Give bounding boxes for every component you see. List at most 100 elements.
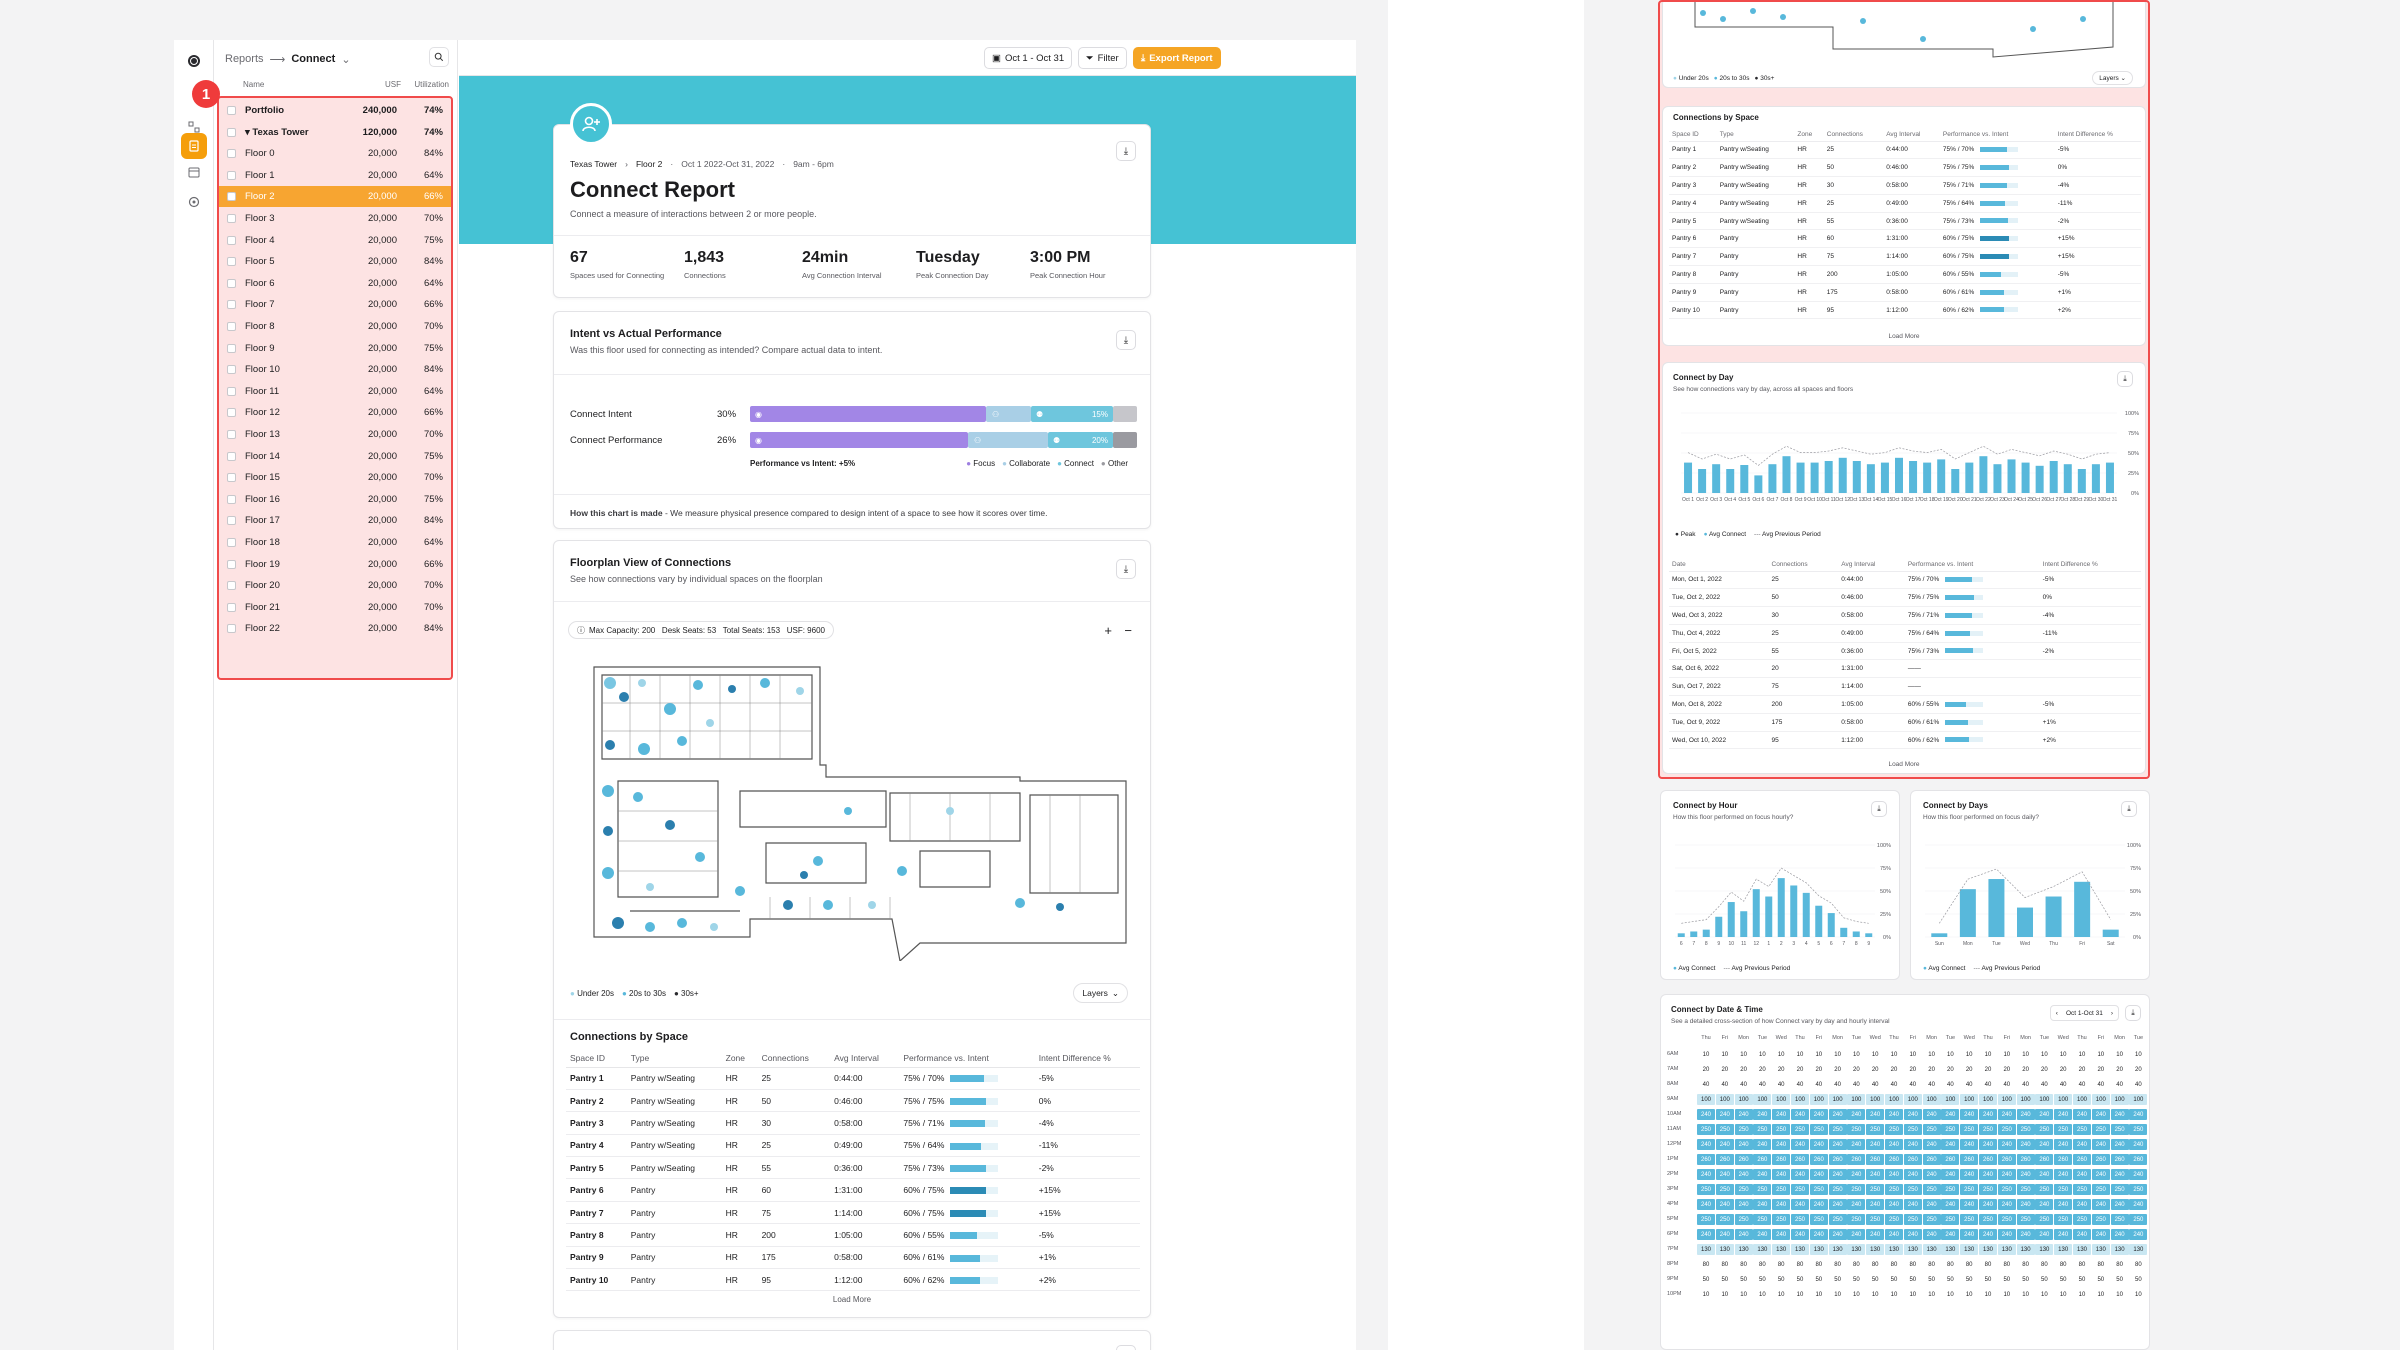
heat-cell[interactable]: 250 [1753, 1184, 1772, 1195]
heat-cell[interactable]: 250 [2091, 1124, 2110, 1135]
tree-checkbox[interactable] [227, 581, 236, 591]
heat-cell[interactable]: 40 [1997, 1079, 2016, 1090]
tree-checkbox[interactable] [227, 300, 236, 310]
heat-cell[interactable]: 20 [1922, 1064, 1941, 1075]
heat-cell[interactable]: 260 [1885, 1154, 1903, 1165]
heat-cell[interactable]: 40 [2129, 1079, 2148, 1090]
heat-cell[interactable]: 240 [1903, 1199, 1922, 1210]
heat-cell[interactable]: 250 [1734, 1214, 1753, 1225]
heat-cell[interactable]: 240 [1941, 1199, 1960, 1210]
heat-cell[interactable]: 240 [1715, 1139, 1734, 1150]
heat-cell[interactable]: 40 [2110, 1079, 2129, 1090]
heat-cell[interactable]: 10 [2054, 1049, 2073, 1060]
heat-cell[interactable]: 250 [1828, 1184, 1847, 1195]
heat-cell[interactable]: 240 [2073, 1229, 2091, 1240]
heat-cell[interactable]: 100 [1697, 1094, 1715, 1105]
tree-checkbox[interactable] [227, 559, 236, 569]
download-button[interactable]: ⤓ [2117, 371, 2133, 387]
heat-cell[interactable]: 10 [1885, 1289, 1903, 1300]
heat-cell[interactable]: 240 [1960, 1139, 1979, 1150]
heat-cell[interactable]: 50 [2073, 1274, 2091, 1285]
search-button[interactable] [429, 47, 449, 67]
column-header[interactable]: Avg Interval [1883, 129, 1940, 142]
heat-cell[interactable]: 240 [1960, 1109, 1979, 1120]
heat-cell[interactable]: 250 [1734, 1124, 1753, 1135]
heat-cell[interactable]: 20 [1847, 1064, 1866, 1075]
heat-cell[interactable]: 50 [2110, 1274, 2129, 1285]
tree-item[interactable]: Floor 20 20,000 70% [219, 575, 451, 596]
heat-cell[interactable]: 240 [1960, 1229, 1979, 1240]
heat-cell[interactable]: 130 [1697, 1244, 1715, 1255]
heat-cell[interactable]: 100 [1885, 1094, 1903, 1105]
heat-cell[interactable]: 240 [1866, 1199, 1885, 1210]
heat-cell[interactable]: 20 [2016, 1064, 2035, 1075]
heat-cell[interactable]: 80 [2054, 1259, 2073, 1270]
heat-cell[interactable]: 240 [2016, 1109, 2035, 1120]
table-row[interactable]: Pantry 3 Pantry w/Seating HR 30 0:58:00 75% /… [566, 1111, 1140, 1135]
heat-cell[interactable]: 250 [1922, 1124, 1941, 1135]
heat-cell[interactable]: 250 [1903, 1124, 1922, 1135]
heat-cell[interactable]: 260 [2073, 1154, 2091, 1165]
heat-cell[interactable]: 240 [2091, 1199, 2110, 1210]
heat-cell[interactable]: 240 [2110, 1229, 2129, 1240]
zoom-out-button[interactable]: − [1124, 623, 1132, 638]
table-row[interactable]: Pantry 6 Pantry HR 60 1:31:00 60% / 75% +15% [1669, 229, 2141, 249]
download-button[interactable]: ⤓ [1116, 330, 1136, 350]
heat-cell[interactable]: 260 [1697, 1154, 1715, 1165]
chevron-left-icon[interactable]: ‹ [2055, 1009, 2058, 1017]
heat-cell[interactable]: 250 [1753, 1214, 1772, 1225]
download-button[interactable]: ⤓ [1871, 801, 1887, 817]
heat-cell[interactable]: 40 [1715, 1079, 1734, 1090]
tree-item[interactable]: ▾ Texas Tower 120,000 74% [219, 122, 451, 143]
heat-cell[interactable]: 260 [1941, 1154, 1960, 1165]
chevron-down-icon[interactable]: ⌄ [341, 53, 351, 66]
heat-cell[interactable]: 10 [2129, 1049, 2148, 1060]
heat-cell[interactable]: 250 [1885, 1214, 1903, 1225]
heat-cell[interactable]: 250 [1847, 1124, 1866, 1135]
tree-checkbox[interactable] [227, 473, 236, 483]
heat-cell[interactable]: 260 [1960, 1154, 1979, 1165]
heat-cell[interactable]: 130 [1734, 1244, 1753, 1255]
heat-cell[interactable]: 240 [2054, 1199, 2073, 1210]
heat-cell[interactable]: 130 [1997, 1244, 2016, 1255]
heat-cell[interactable]: 130 [1922, 1244, 1941, 1255]
heat-cell[interactable]: 10 [2110, 1049, 2129, 1060]
heat-cell[interactable]: 240 [1828, 1229, 1847, 1240]
heat-cell[interactable]: 40 [1922, 1079, 1941, 1090]
heat-cell[interactable]: 10 [1828, 1289, 1847, 1300]
heat-cell[interactable]: 10 [1903, 1289, 1922, 1300]
heat-cell[interactable]: 240 [2035, 1229, 2054, 1240]
tree-checkbox[interactable] [227, 516, 236, 526]
heat-cell[interactable]: 250 [2054, 1124, 2073, 1135]
heat-cell[interactable]: 240 [1809, 1199, 1828, 1210]
heat-cell[interactable]: 10 [1960, 1049, 1979, 1060]
column-header[interactable]: Type [1716, 129, 1795, 142]
column-header[interactable]: Avg Interval [1838, 559, 1905, 572]
heat-cell[interactable]: 80 [2035, 1259, 2054, 1270]
heat-cell[interactable]: 10 [1866, 1289, 1885, 1300]
heat-cell[interactable]: 100 [1847, 1094, 1866, 1105]
heat-cell[interactable]: 240 [1772, 1229, 1791, 1240]
heat-cell[interactable]: 40 [2054, 1079, 2073, 1090]
heat-cell[interactable]: 10 [1960, 1289, 1979, 1300]
heat-cell[interactable]: 100 [2016, 1094, 2035, 1105]
heat-cell[interactable]: 20 [1866, 1064, 1885, 1075]
heat-cell[interactable]: 240 [1791, 1139, 1809, 1150]
heat-cell[interactable]: 10 [1791, 1289, 1809, 1300]
table-row[interactable]: Pantry 5 Pantry w/Seating HR 55 0:36:00 75% /… [1669, 212, 2141, 231]
heat-cell[interactable]: 250 [1697, 1214, 1715, 1225]
heat-cell[interactable]: 240 [2016, 1199, 2035, 1210]
heat-cell[interactable]: 10 [1715, 1049, 1734, 1060]
heat-cell[interactable]: 250 [1997, 1124, 2016, 1135]
heat-cell[interactable]: 240 [1734, 1139, 1753, 1150]
heat-cell[interactable]: 10 [1979, 1289, 1997, 1300]
heat-cell[interactable]: 10 [1772, 1049, 1791, 1060]
heat-cell[interactable]: 260 [2035, 1154, 2054, 1165]
breadcrumb-current[interactable]: Connect [291, 53, 336, 65]
tree-item[interactable]: Floor 16 20,000 75% [219, 489, 451, 510]
heat-cell[interactable]: 240 [1697, 1139, 1715, 1150]
heat-cell[interactable]: 250 [1772, 1184, 1791, 1195]
heat-cell[interactable]: 240 [2129, 1229, 2148, 1240]
heat-cell[interactable]: 250 [1903, 1184, 1922, 1195]
heat-cell[interactable]: 100 [1922, 1094, 1941, 1105]
